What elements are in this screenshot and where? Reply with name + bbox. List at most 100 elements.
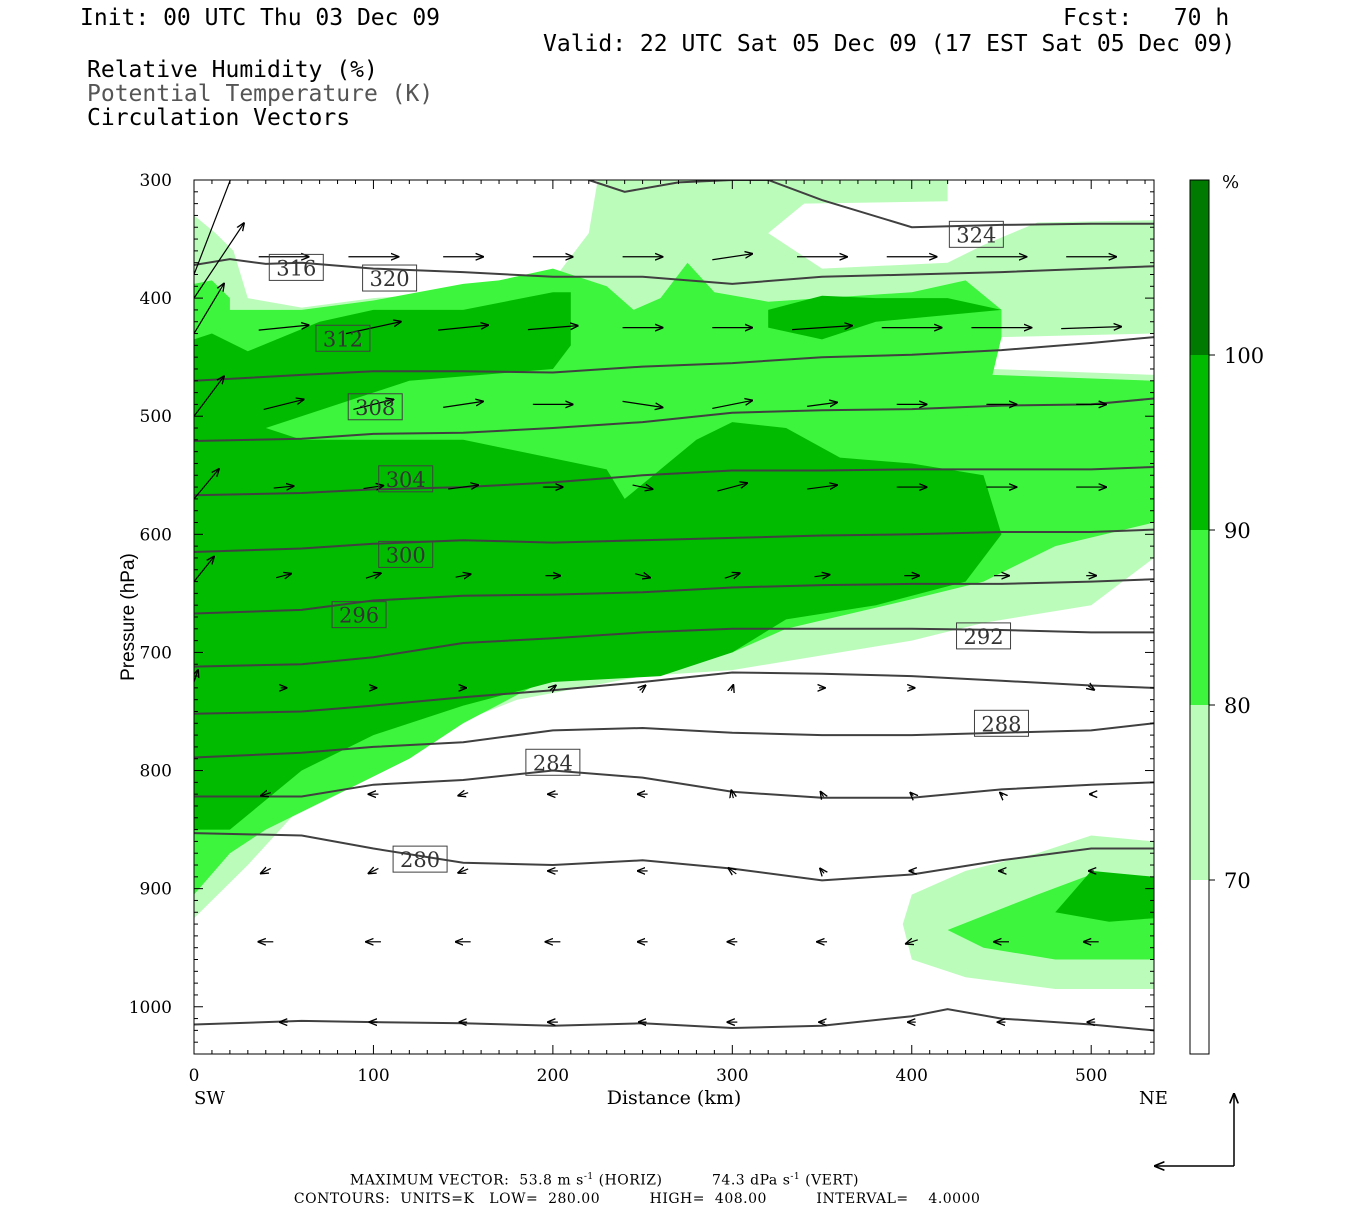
theta-label-box-284 (525, 748, 581, 776)
colorbar-unit: % (1222, 172, 1239, 193)
circulation-vector (261, 793, 271, 796)
colorbar-segment (1190, 880, 1209, 1054)
circulation-vector (261, 868, 272, 873)
theta-label-320: 320 (370, 267, 410, 291)
colorbar-label: 90 (1224, 519, 1251, 543)
circulation-vector (194, 284, 224, 334)
relative-humidity-fill (194, 180, 1154, 989)
circulation-vectors (194, 180, 1121, 1022)
theta-label-box-316 (268, 253, 324, 281)
max-vector-vert-unit: dPa s (750, 1172, 791, 1189)
theta-contour-308 (194, 466, 1154, 497)
circulation-vector (194, 469, 219, 500)
theta-label-box-288 (973, 709, 1029, 737)
colorbar-segment (1190, 530, 1209, 705)
circulation-vector (728, 868, 737, 874)
y-tick-label: 800 (140, 762, 172, 782)
circulation-vector (365, 573, 381, 578)
theta-label-288: 288 (981, 712, 1021, 736)
field-rh: Relative Humidity (%) (87, 57, 378, 83)
reference-vector (1155, 1094, 1234, 1166)
theta-label-296: 296 (339, 604, 379, 628)
circulation-vector (194, 376, 224, 417)
y-tick-label: 300 (140, 171, 172, 191)
x-end-label-ne: NE (1139, 1088, 1168, 1109)
theta-label-312: 312 (323, 327, 363, 351)
circulation-vector (448, 485, 478, 489)
x-tick-label: 200 (537, 1066, 569, 1086)
units-label: UNITS= (400, 1191, 464, 1207)
interval-label: INTERVAL= (816, 1191, 909, 1207)
theta-label-box-296 (331, 601, 387, 629)
theta-label-300: 300 (386, 543, 426, 567)
theta-label-324: 324 (956, 223, 996, 247)
units-value: K (463, 1191, 475, 1207)
y-tick-label: 900 (140, 880, 172, 900)
contour-info: CONTOURS: UNITS=K LOW= 280.00 HIGH= 408.… (284, 1178, 980, 1206)
x-tick-label: 300 (716, 1066, 748, 1086)
x-axis-title: Distance (km) (607, 1087, 742, 1109)
y-tick-label: 700 (140, 643, 172, 663)
rh-90-100-region (194, 292, 1002, 830)
rh-colorbar: 70 80 90 100 (1189, 179, 1264, 1055)
max-vector-horiz-tag: (HORIZ) (598, 1172, 663, 1189)
circulation-vector (731, 790, 733, 798)
contours-label: CONTOURS: (293, 1191, 391, 1207)
circulation-vector (731, 685, 733, 691)
x-tick-label: 500 (1075, 1066, 1107, 1086)
theta-contour-304 (194, 528, 1154, 553)
y-tick-label: 500 (140, 407, 172, 427)
circulation-vector (806, 402, 837, 406)
forecast-hour: Fcst: 70 h (1063, 5, 1230, 31)
colorbar-segment (1190, 705, 1209, 880)
colorbar-label: 80 (1224, 694, 1251, 718)
colorbar-label: 100 (1224, 344, 1264, 368)
init-time: Init: 00 UTC Thu 03 Dec 09 (80, 5, 441, 31)
theta-label-box-324 (948, 220, 1004, 248)
circulation-vector (1061, 327, 1121, 329)
colorbar-segment (1190, 180, 1209, 355)
rh-90-100-region-left (194, 369, 248, 452)
y-tick-label: 400 (140, 289, 172, 309)
y-tick-label: 1000 (129, 998, 172, 1018)
circulation-vector (814, 575, 830, 577)
circulation-vector (712, 400, 752, 409)
circulation-vector (527, 326, 578, 331)
colorbar-label: 70 (1224, 869, 1251, 893)
max-vector-horiz-value: 53.8 (519, 1172, 553, 1189)
interval-value: 4.0000 (928, 1191, 981, 1207)
theta-label-box-320 (362, 264, 418, 292)
x-tick-label: 400 (896, 1066, 928, 1086)
circulation-vector (910, 793, 913, 796)
theta-contour-284 (194, 769, 1154, 799)
circulation-vector (258, 325, 309, 331)
circulation-vector (1000, 793, 1003, 796)
circulation-vector (345, 322, 401, 335)
theta-label-280: 280 (400, 848, 440, 872)
theta-label-box-300 (378, 540, 434, 568)
x-tick-label: 0 (189, 1066, 200, 1086)
theta-contour-288 (194, 722, 1154, 759)
circulation-vector (622, 400, 663, 407)
max-vector-vert-tag: (VERT) (805, 1172, 859, 1189)
max-vector-label: MAXIMUM VECTOR: (349, 1172, 510, 1189)
circulation-vector (194, 223, 244, 299)
colorbar-frame (1189, 179, 1210, 1055)
theta-label-316: 316 (276, 256, 316, 280)
theta-contour-lowest (194, 1008, 1154, 1032)
circulation-vector (634, 574, 650, 578)
circulation-vector (906, 940, 918, 944)
theta-contour-324 (588, 180, 1154, 229)
rh-90-100-region-upper (768, 295, 1002, 340)
theta-label-box-292 (956, 622, 1012, 650)
theta-label-308: 308 (355, 396, 395, 420)
field-theta: Potential Temperature (K) (87, 81, 434, 107)
max-vector-horiz-unit: m s (557, 1172, 584, 1189)
max-vector-horiz-exp: -1 (583, 1172, 594, 1182)
axis-ticks: 0 100 200 300 400 500 300 400 500 600 700 800 900 100… (129, 171, 1154, 1086)
circulation-vector (455, 574, 471, 577)
circulation-vector (1088, 686, 1094, 690)
low-value: 280.00 (548, 1191, 601, 1207)
theta-contour-316 (194, 336, 1154, 382)
